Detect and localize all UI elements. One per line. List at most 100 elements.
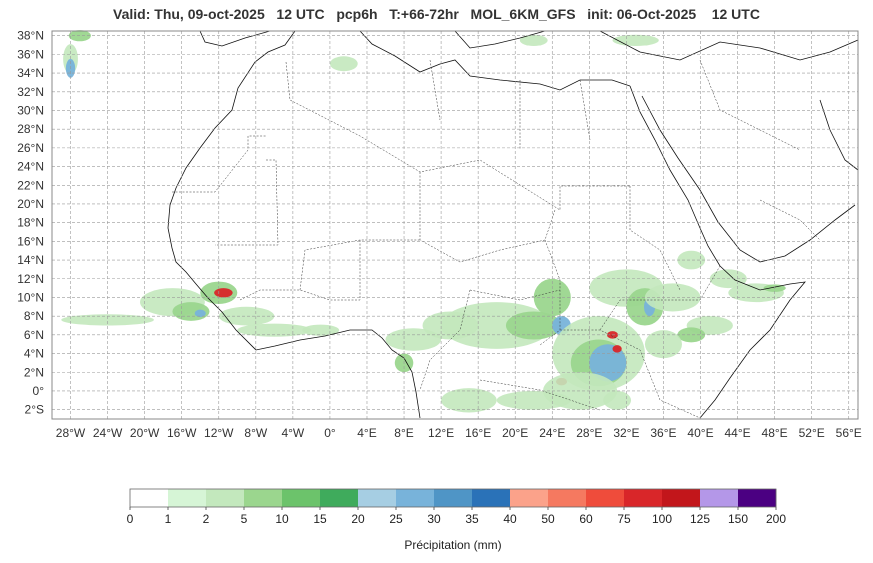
precip-patch <box>677 250 706 270</box>
lon-tick-label: 40°E <box>687 426 713 440</box>
colorbar-border <box>129 488 777 508</box>
lat-tick-label: 28°N <box>17 122 44 136</box>
coastline-caspian <box>819 99 859 171</box>
lon-tick-label: 8°E <box>394 426 413 440</box>
colorbar-swatch <box>510 489 549 507</box>
colorbar-tick-label: 150 <box>728 512 748 526</box>
precip-patch <box>385 328 442 351</box>
colorbar-tick-label: 10 <box>275 512 289 526</box>
lat-tick-label: 22°N <box>17 178 44 192</box>
lon-tick-label: 28°E <box>576 426 602 440</box>
colorbar-swatch <box>738 489 777 507</box>
map-panel <box>51 30 859 420</box>
colorbar-tick-label: 25 <box>389 512 403 526</box>
colorbar-swatch <box>624 489 663 507</box>
lon-tick-label: 12°W <box>204 426 234 440</box>
lon-tick-label: 0° <box>324 426 336 440</box>
map-background <box>52 31 858 419</box>
colorbar-swatch <box>244 489 283 507</box>
coastline-arabia <box>641 95 856 263</box>
lat-tick-label: 30°N <box>17 103 44 117</box>
precip-patch <box>519 34 548 46</box>
colorbar-swatch <box>662 489 701 507</box>
colorbar-swatch <box>320 489 359 507</box>
lon-tick-label: 32°E <box>613 426 639 440</box>
lat-tick-label: 14°N <box>17 253 44 267</box>
lat-tick-label: 24°N <box>17 160 44 174</box>
lon-tick-label: 24°W <box>93 426 123 440</box>
lon-tick-label: 4°W <box>281 426 304 440</box>
lon-tick-label: 20°E <box>502 426 528 440</box>
precip-patch <box>218 306 275 326</box>
map-gridlines <box>52 31 858 419</box>
precip-patch <box>214 288 233 298</box>
precip-patch <box>603 390 632 410</box>
colorbar-swatch <box>700 489 739 507</box>
longitude-labels: 28°W 24°W 20°W 16°W 12°W 8°W 4°W 0° 4°E 8°E 12°E 16… <box>56 426 862 440</box>
precip-patch <box>329 56 358 72</box>
colorbar-title: Précipitation (mm) <box>404 538 501 552</box>
colorbar-tick-label: 15 <box>313 512 327 526</box>
colorbar-tick-label: 20 <box>351 512 365 526</box>
colorbar-swatch <box>206 489 245 507</box>
lat-tick-label: 18°N <box>17 216 44 230</box>
colorbar-tick-label: 100 <box>652 512 672 526</box>
lon-tick-label: 4°E <box>357 426 376 440</box>
colorbar-tick-label: 50 <box>541 512 555 526</box>
precipitation-field <box>61 30 786 413</box>
colorbar-swatch <box>130 489 169 507</box>
map-border <box>51 30 859 420</box>
lon-tick-label: 28°W <box>56 426 86 440</box>
lat-tick-label: 0° <box>33 384 45 398</box>
coastline-red-sea <box>629 85 806 419</box>
colorbar-swatch <box>434 489 473 507</box>
colorbar-tick-label: 40 <box>503 512 517 526</box>
precip-patch <box>612 345 622 353</box>
lon-tick-label: 36°E <box>650 426 676 440</box>
lat-tick-label: 10°N <box>17 290 44 304</box>
precip-patch <box>644 330 682 359</box>
lat-tick-label: 36°N <box>17 47 44 61</box>
colorbar-tick-label: 2 <box>203 512 210 526</box>
lat-tick-label: 38°N <box>17 29 44 43</box>
colorbar-tick-label: 75 <box>617 512 631 526</box>
precip-patch <box>194 309 206 318</box>
colorbar-tick-label: 0 <box>127 512 134 526</box>
colorbar: 0 1 2 5 10 15 20 25 30 35 40 50 60 75 100 125 150 200 <box>127 488 786 526</box>
coastline-africa-west <box>167 30 421 419</box>
precip-patch <box>61 314 154 326</box>
lon-tick-label: 56°E <box>836 426 862 440</box>
lat-tick-label: 2°S <box>25 403 44 417</box>
map-title: Valid: Thu, 09-oct-2025 12 UTC pcp6h T:+… <box>113 6 760 22</box>
lon-tick-label: 8°W <box>244 426 267 440</box>
colorbar-tick-label: 1 <box>165 512 172 526</box>
precip-patch <box>612 34 659 46</box>
lon-tick-label: 48°E <box>762 426 788 440</box>
border-segments <box>172 59 821 419</box>
precip-patch <box>505 311 562 340</box>
lon-tick-label: 16°E <box>465 426 491 440</box>
colorbar-tick-label: 60 <box>579 512 593 526</box>
lon-tick-label: 12°E <box>428 426 454 440</box>
colorbar-tick-label: 30 <box>427 512 441 526</box>
colorbar-tick-label: 200 <box>766 512 786 526</box>
lat-tick-label: 26°N <box>17 141 44 155</box>
colorbar-swatch <box>472 489 511 507</box>
lon-tick-label: 52°E <box>799 426 825 440</box>
colorbar-tick-label: 5 <box>241 512 248 526</box>
lat-tick-label: 4°N <box>24 347 44 361</box>
lon-tick-label: 24°E <box>539 426 565 440</box>
lon-tick-label: 20°W <box>130 426 160 440</box>
colorbar-tick-label: 125 <box>690 512 710 526</box>
colorbar-tick-label: 35 <box>465 512 479 526</box>
lat-tick-label: 2°N <box>24 365 44 379</box>
lat-tick-label: 34°N <box>17 66 44 80</box>
lon-tick-label: 16°W <box>167 426 197 440</box>
colorbar-swatch <box>396 489 435 507</box>
colorbar-swatch <box>358 489 397 507</box>
lat-tick-label: 12°N <box>17 272 44 286</box>
lat-tick-label: 8°N <box>24 309 44 323</box>
colorbar-swatch <box>548 489 587 507</box>
country-borders <box>172 59 821 419</box>
